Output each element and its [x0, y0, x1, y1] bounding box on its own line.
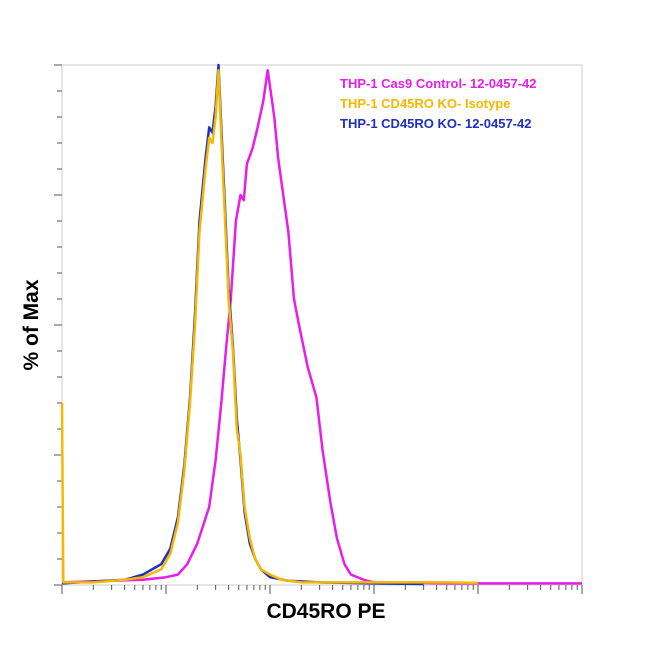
series-line-2 — [60, 68, 479, 585]
series-line-1 — [61, 68, 582, 585]
series-layer — [60, 63, 582, 586]
legend-entry-3: THP-1 CD45RO KO- 12-0457-42 — [340, 116, 531, 131]
axis-ticks — [54, 64, 583, 594]
legend-entry-1: THP-1 Cas9 Control- 12-0457-42 — [340, 76, 537, 91]
y-axis-title: % of Max — [20, 279, 43, 370]
legend: THP-1 Cas9 Control- 12-0457-42 THP-1 CD45… — [340, 76, 537, 131]
x-axis-title: CD45RO PE — [266, 600, 385, 623]
plot-area — [61, 64, 583, 586]
legend-entry-2: THP-1 CD45RO KO- Isotype — [340, 96, 510, 111]
